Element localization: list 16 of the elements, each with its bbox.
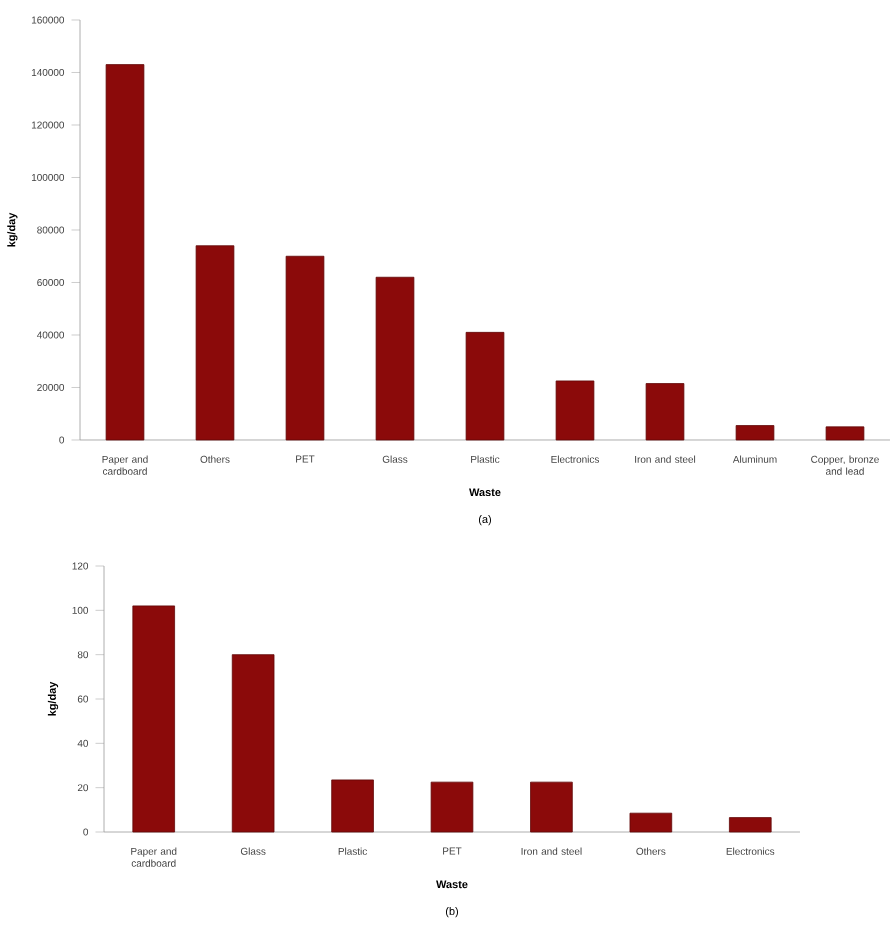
bar bbox=[231, 654, 275, 833]
bar bbox=[331, 779, 374, 833]
bar bbox=[735, 425, 775, 441]
bar bbox=[530, 781, 573, 833]
bar bbox=[105, 64, 145, 441]
bar bbox=[132, 605, 175, 833]
bar bbox=[645, 383, 685, 441]
bar bbox=[195, 245, 235, 441]
bar bbox=[555, 380, 595, 441]
bar bbox=[825, 426, 865, 441]
bar bbox=[729, 817, 772, 833]
bar bbox=[375, 276, 415, 441]
bar bbox=[629, 812, 673, 833]
bar bbox=[465, 331, 505, 441]
bar bbox=[285, 255, 325, 441]
bar bbox=[430, 781, 474, 833]
